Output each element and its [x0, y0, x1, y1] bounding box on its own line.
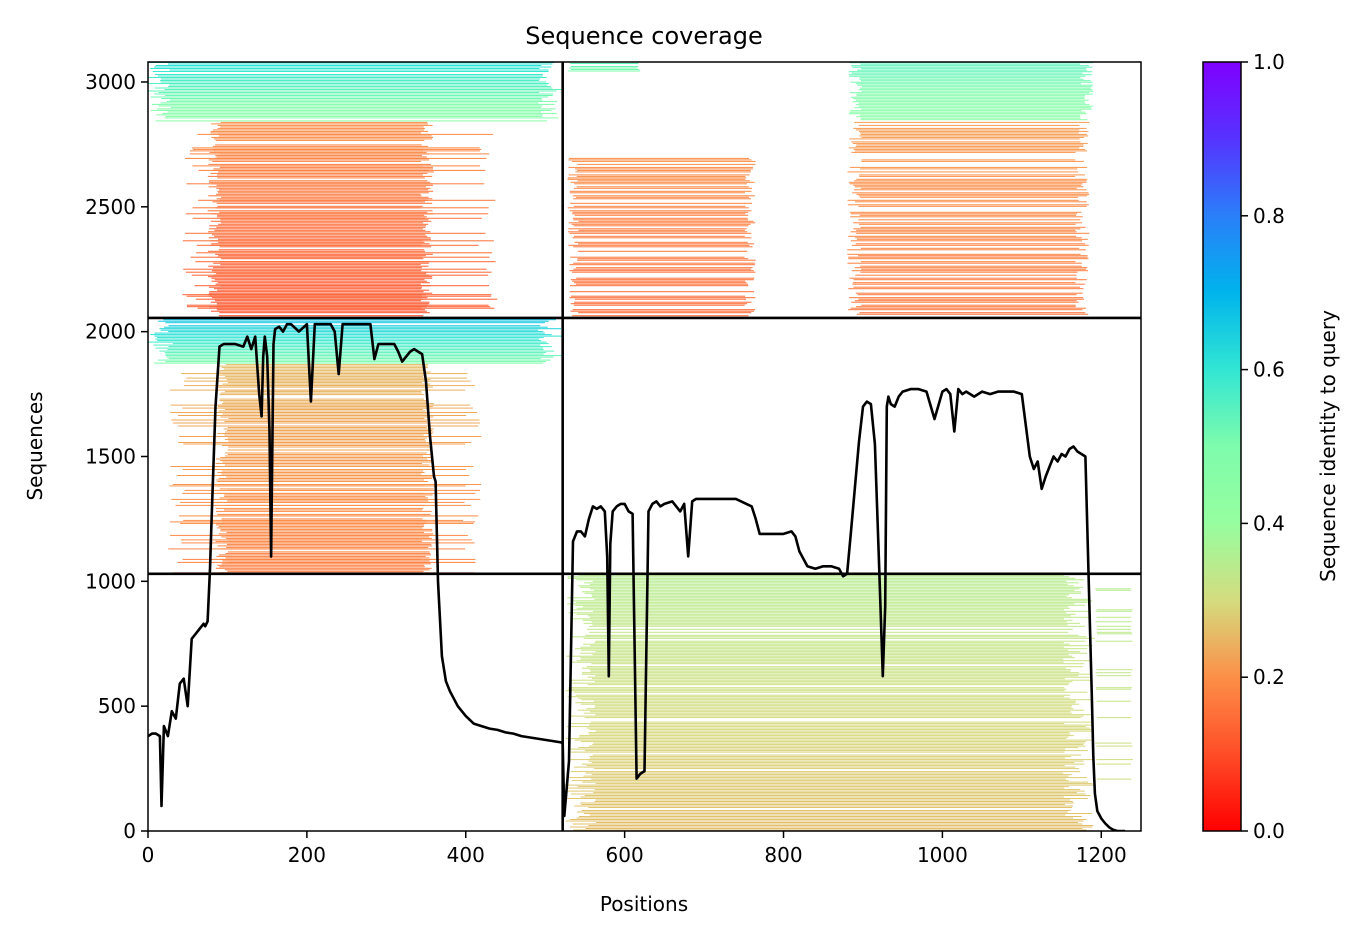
x-axis-label: Positions — [600, 892, 688, 916]
colorbar-tick-label: 1.0 — [1253, 50, 1285, 74]
colorbar: 0.0 0.2 0.4 0.6 0.8 1.0 Sequence identity to … — [1202, 50, 1340, 843]
block-upper-left-high — [148, 62, 563, 122]
y-tick-label: 500 — [98, 694, 136, 718]
colorbar-label: Sequence identity to query — [1316, 310, 1340, 582]
block-upper-right-right — [847, 121, 1090, 315]
x-tick-label: 1000 — [917, 843, 968, 867]
colorbar-tick-label: 0.0 — [1253, 819, 1285, 843]
y-tick-label: 3000 — [85, 70, 136, 94]
colorbar-tick-label: 0.4 — [1253, 511, 1285, 535]
colorbar-tick-label: 0.8 — [1253, 204, 1285, 228]
coverage-blocks — [148, 62, 1133, 831]
block-upper-left-spread — [182, 133, 498, 309]
y-tick-label: 0 — [123, 819, 136, 843]
block-upper-right-high-a — [567, 62, 641, 72]
plot-area — [148, 62, 1141, 831]
y-axis-label: Sequences — [23, 391, 47, 500]
y-tick-label: 1000 — [85, 569, 136, 593]
block-upper-right-high-b — [848, 62, 1094, 121]
block-upper-right-left — [567, 157, 756, 317]
colorbar-tick-label: 0.6 — [1253, 358, 1285, 382]
x-tick-label: 1200 — [1076, 843, 1127, 867]
y-tick-label: 1500 — [85, 444, 136, 468]
colorbar-ticks: 0.0 0.2 0.4 0.6 0.8 1.0 — [1241, 50, 1285, 843]
plot-frame — [147, 61, 1142, 832]
chart-title: Sequence coverage — [525, 22, 762, 50]
y-axis: 0 500 1000 1500 2000 2500 3000 — [85, 70, 148, 843]
coverage-line — [148, 322, 1126, 831]
x-tick-label: 800 — [764, 843, 802, 867]
block-middle-left-main — [215, 364, 434, 574]
x-tick-label: 400 — [447, 843, 485, 867]
colorbar-gradient — [1202, 61, 1242, 832]
x-tick-label: 600 — [606, 843, 644, 867]
x-tick-label: 0 — [142, 843, 155, 867]
colorbar-tick-label: 0.2 — [1253, 665, 1285, 689]
block-dividers — [148, 62, 1141, 831]
block-lower-right-main — [564, 573, 1095, 831]
x-axis: 0 200 400 600 800 1000 1200 — [142, 831, 1127, 867]
y-tick-label: 2000 — [85, 320, 136, 344]
y-tick-label: 2500 — [85, 195, 136, 219]
block-lower-right-tail — [1095, 588, 1133, 780]
x-tick-label: 200 — [288, 843, 326, 867]
